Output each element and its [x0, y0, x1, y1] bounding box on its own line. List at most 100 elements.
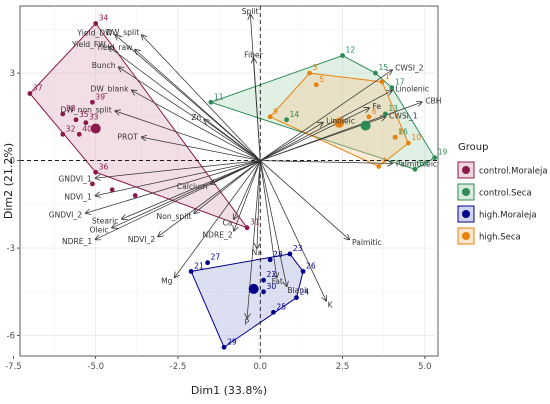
x-tick-label: -2.5	[170, 362, 187, 372]
point-high.Seca	[307, 70, 313, 76]
arrow-Palmitoleic	[260, 160, 392, 164]
point-high.Moraleja	[271, 309, 276, 315]
arrow-Ca	[234, 160, 261, 219]
point-label: 36	[99, 162, 109, 171]
arrow-Yield_raw	[135, 50, 261, 161]
point-label: 8	[398, 127, 403, 136]
variable-label: NDVI_1	[64, 193, 92, 202]
legend-title: Group	[458, 142, 488, 153]
point-high.Moraleja	[267, 257, 273, 263]
point-high.Moraleja	[287, 251, 293, 257]
grid-layer	[20, 6, 438, 356]
point-label: 39	[95, 92, 105, 101]
y-tick-label: 0	[10, 157, 15, 167]
variable-label: PROT	[117, 132, 138, 141]
point-control.Moraleja	[73, 117, 79, 123]
arrow-CWSI_2	[260, 70, 392, 161]
variable-label: Oleic	[90, 225, 109, 234]
hull-layer	[29, 22, 436, 349]
x-tick-label: 5.0	[418, 362, 432, 372]
point-label: 38	[66, 104, 76, 113]
point-label: 13	[388, 104, 398, 113]
arrow-Oleic	[112, 160, 261, 228]
point-control.Seca	[389, 85, 395, 91]
x-tick-label: 2.5	[336, 362, 350, 372]
legend-key-dot	[462, 232, 470, 240]
arrow-NDVI_2	[158, 160, 261, 237]
variable-label: Linoleic	[326, 116, 355, 125]
point-control.Moraleja	[76, 131, 82, 137]
legend-label: control.Seca	[479, 189, 532, 199]
point-high.Moraleja	[261, 277, 266, 283]
point-label: 18	[418, 159, 428, 168]
point-label: 4	[382, 156, 387, 165]
variable-label: NDVI_2	[128, 235, 156, 244]
variable-label: Blank	[287, 286, 309, 295]
point-label: 10	[411, 133, 421, 142]
centroid-high.Moraleja	[248, 283, 259, 294]
point-high.Seca	[366, 114, 372, 120]
point-label: 31	[250, 218, 260, 227]
variable-label: Fiber	[244, 51, 263, 60]
variable-label: Split	[242, 7, 259, 16]
arrow-PROT	[142, 137, 261, 161]
point-label: 11	[214, 92, 224, 101]
x-tick-label: -7.5	[5, 362, 22, 372]
point-label: 26	[306, 261, 316, 270]
point-control.Moraleja	[244, 225, 250, 231]
arrow-NDRE_2	[234, 160, 261, 231]
variable-label: DW_blank	[91, 84, 130, 93]
variable-label: Linolenic	[395, 85, 429, 94]
point-label: 16	[398, 127, 408, 136]
variable-label: CBH	[425, 97, 441, 106]
legend-key-dot	[462, 188, 470, 196]
variable-label: Na	[252, 248, 262, 257]
arrow-Bunch	[119, 67, 261, 161]
point-control.Moraleja	[27, 91, 33, 96]
point-control.Seca	[412, 166, 418, 172]
legend-label: high.Moraleja	[479, 211, 537, 221]
point-control.Moraleja	[109, 187, 115, 193]
y-tick-label: 3	[10, 69, 15, 79]
point-label: 23	[293, 244, 303, 253]
legend-label: control.Moraleja	[479, 167, 548, 177]
point-label: 22	[267, 270, 277, 279]
variable-label: NDRE_1	[62, 237, 92, 246]
variable-label: K	[328, 300, 334, 309]
variable-label: Yield_raw	[95, 43, 132, 52]
point-control.Seca	[382, 111, 388, 117]
point-control.Moraleja	[90, 181, 95, 187]
point-control.Seca	[432, 155, 438, 161]
variable-label: Bunch	[92, 61, 116, 70]
point-control.Moraleja	[60, 131, 66, 137]
arrow-Linoleic	[260, 123, 323, 161]
arrow-Palmitic	[260, 160, 349, 240]
arrow-Stearic	[122, 160, 261, 219]
point-high.Moraleja	[188, 269, 194, 274]
variable-label: Yield_FW	[71, 40, 106, 49]
point-high.Moraleja	[300, 269, 306, 274]
centroid-high.Seca	[334, 117, 345, 128]
point-label: 30	[267, 282, 277, 291]
arrow-DW_blank	[132, 91, 261, 161]
variable-label: Fat	[272, 277, 283, 286]
point-label: 28	[273, 250, 283, 259]
legend-key-dot	[462, 210, 470, 218]
variable-label: Zn	[191, 113, 201, 122]
point-high.Moraleja	[221, 344, 227, 350]
point-label: 33	[89, 113, 99, 122]
axis-layer: -7.5 -5.0 -2.5 0.0 2.5 5.0 -6 -3 0 3	[5, 69, 431, 372]
point-label: 12	[346, 46, 356, 55]
point-label: 9	[273, 107, 278, 116]
y-axis-label: Dim2 (21.2%)	[2, 143, 15, 219]
arrow-NDRE_1	[96, 160, 261, 240]
variable-label: CWSI_2	[395, 64, 424, 73]
variable-label: Palmitic	[352, 238, 382, 247]
point-labels: Split Fiber CWSI_2 Linolenic CBH Fe CWSI_1 Palm…	[33, 7, 448, 346]
centroid-control.Moraleja	[90, 123, 101, 134]
variable-label: Palmitoleic	[396, 160, 437, 169]
variable-label: DW_split	[106, 28, 139, 37]
variable-label: Ca	[222, 219, 232, 228]
point-high.Seca	[313, 82, 319, 88]
